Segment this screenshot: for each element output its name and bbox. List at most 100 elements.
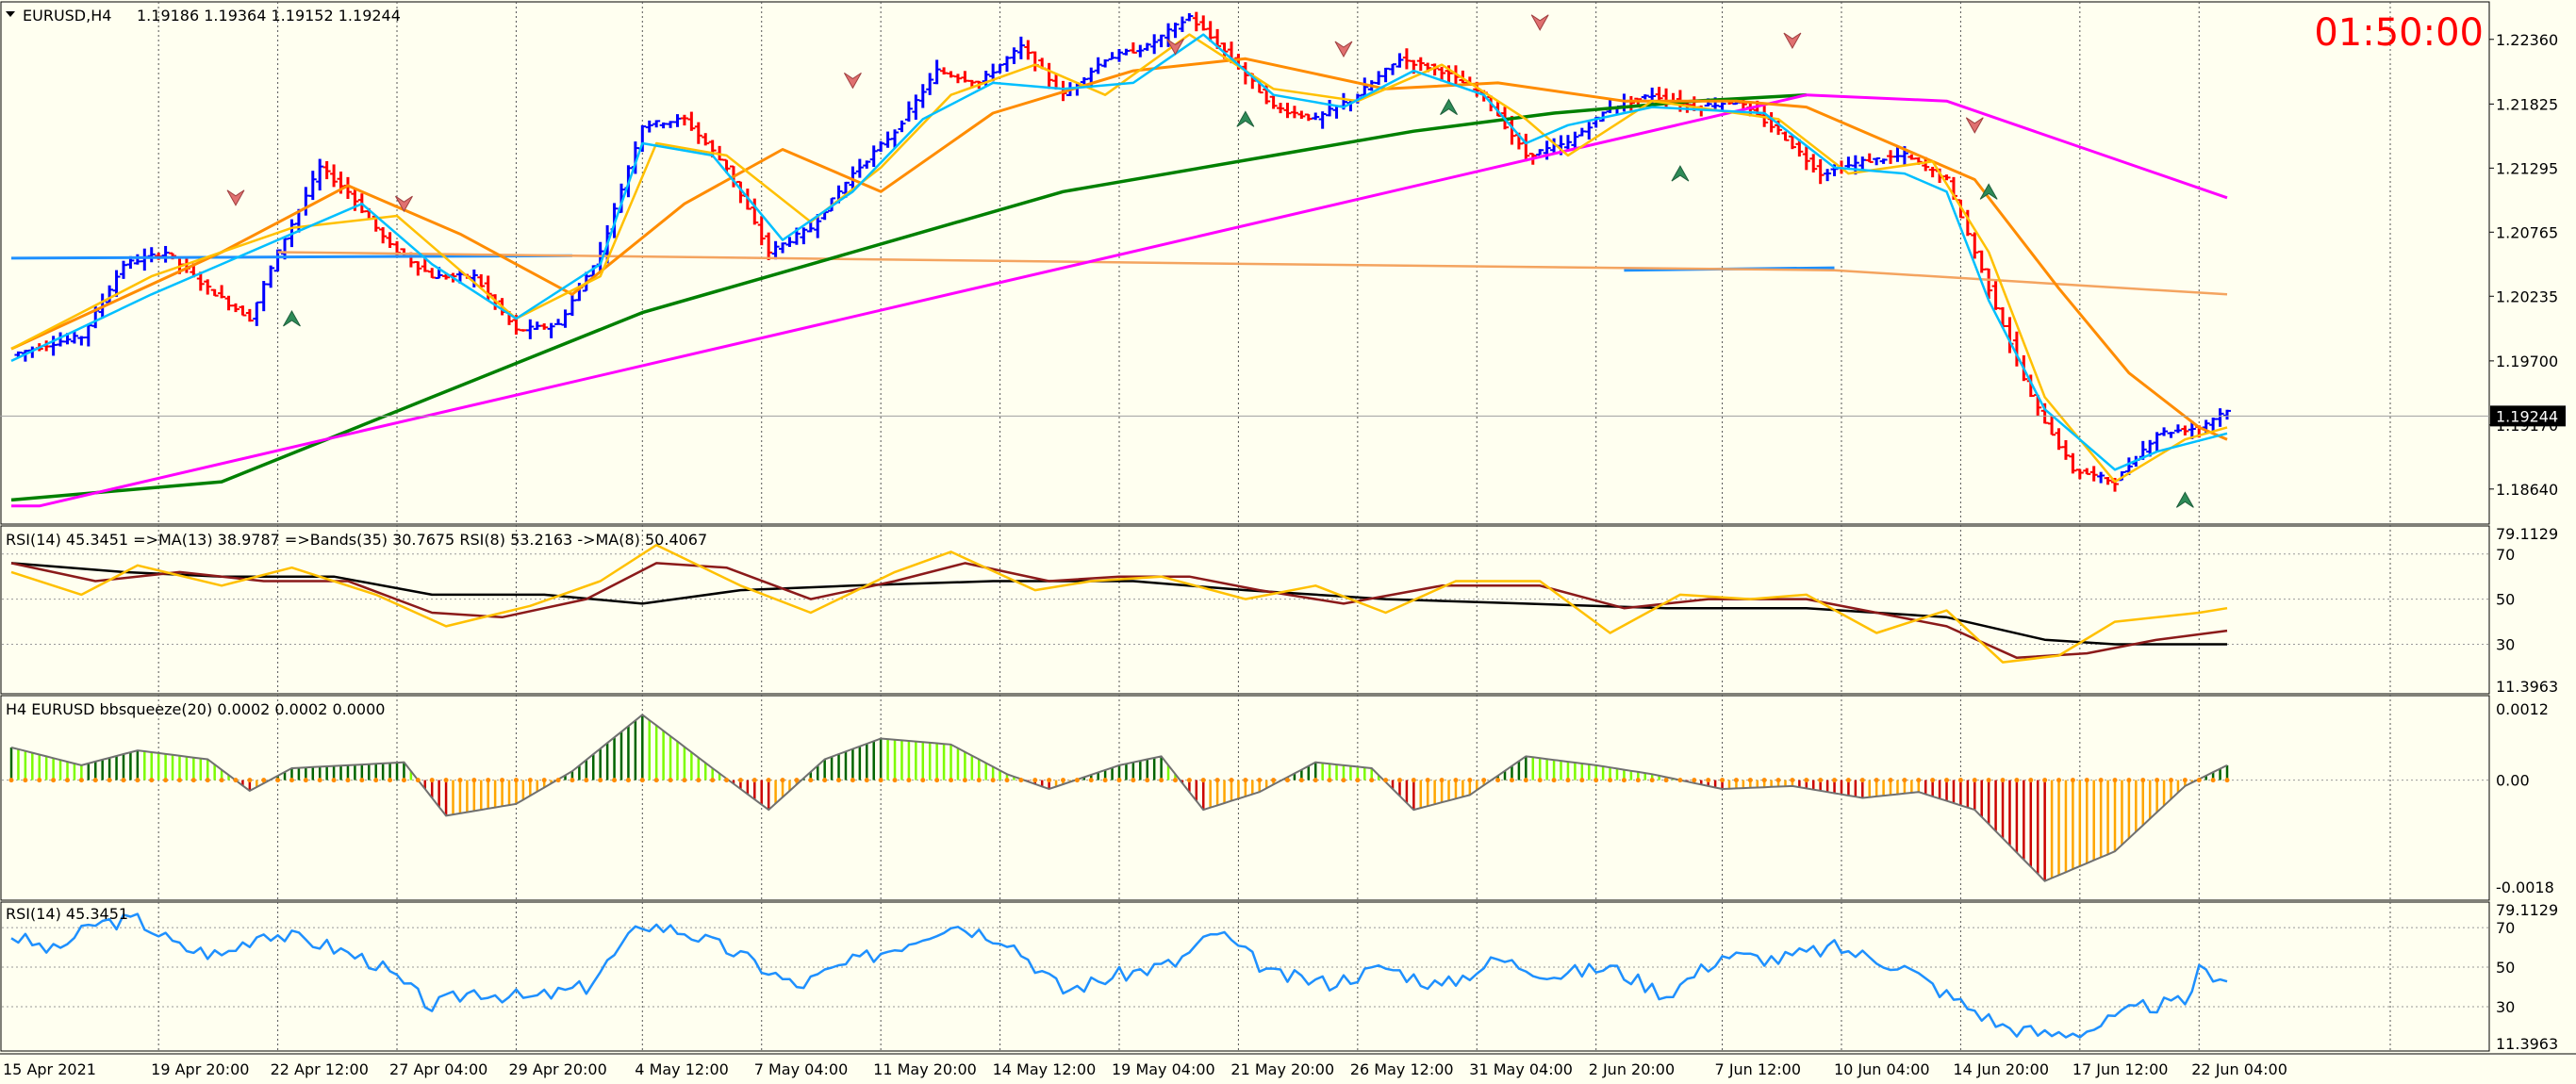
squeeze-dot bbox=[388, 778, 393, 783]
rsi-bands-yellow-line bbox=[10, 543, 2228, 664]
rsi-bands-black-line bbox=[10, 562, 2227, 646]
squeeze-dot bbox=[1565, 778, 1571, 783]
sell-arrow-icon bbox=[1783, 32, 1802, 50]
squeeze-dot bbox=[8, 778, 14, 783]
indicator-tick-label: 30 bbox=[2496, 998, 2515, 1016]
pane-border-1 bbox=[0, 525, 2490, 695]
price-tick-label: 1.21825 bbox=[2496, 95, 2558, 113]
time-tick-label: 7 May 04:00 bbox=[754, 1060, 849, 1078]
squeeze-dot bbox=[1088, 778, 1094, 783]
squeeze-dot bbox=[1692, 778, 1697, 783]
squeeze-dot bbox=[1355, 778, 1361, 783]
indicator-tick-label: 0.00 bbox=[2496, 772, 2530, 790]
squeeze-dot bbox=[555, 778, 561, 783]
squeeze-dot bbox=[359, 778, 365, 783]
squeeze-dot bbox=[1396, 778, 1402, 783]
squeeze-dot bbox=[190, 778, 196, 783]
squeeze-dot bbox=[682, 778, 687, 783]
chart-ohlc-values: 1.19186 1.19364 1.19152 1.19244 bbox=[137, 7, 401, 25]
squeeze-dot bbox=[247, 778, 253, 783]
squeeze-dot bbox=[1818, 778, 1824, 783]
squeeze-dot bbox=[64, 778, 70, 783]
indicator-tick-label: 11.3963 bbox=[2496, 1035, 2558, 1053]
price-tick-label: 1.20235 bbox=[2496, 287, 2558, 305]
squeeze-dot bbox=[1145, 778, 1150, 783]
squeeze-dot bbox=[1608, 778, 1613, 783]
squeeze-dot bbox=[1720, 778, 1726, 783]
squeeze-dot bbox=[1621, 778, 1627, 783]
pane-border-3 bbox=[0, 901, 2490, 1052]
price-tick-label: 1.22360 bbox=[2496, 31, 2558, 49]
time-tick-label: 22 Jun 04:00 bbox=[2191, 1060, 2287, 1078]
rsi-bands-darkred-line bbox=[10, 562, 2228, 660]
squeeze-dot bbox=[1551, 778, 1557, 783]
squeeze-dot bbox=[1579, 778, 1585, 783]
squeeze-dot bbox=[205, 778, 210, 783]
squeeze-dot bbox=[1706, 778, 1711, 783]
time-tick-label: 21 May 20:00 bbox=[1230, 1060, 1334, 1078]
squeeze-dot bbox=[1172, 778, 1178, 783]
squeeze-dot bbox=[219, 778, 224, 783]
squeeze-dot bbox=[2155, 778, 2160, 783]
time-tick-label: 10 Jun 04:00 bbox=[1834, 1060, 1930, 1078]
squeeze-dot bbox=[2224, 778, 2230, 783]
squeeze-dot bbox=[962, 778, 967, 783]
rsi-label: RSI(14) 45.3451 bbox=[6, 905, 128, 923]
time-tick-label: 11 May 20:00 bbox=[873, 1060, 977, 1078]
current-price-label: 1.19244 bbox=[2496, 407, 2558, 425]
squeeze-dot bbox=[653, 778, 659, 783]
green-moving-average bbox=[10, 92, 1807, 502]
squeeze-dot bbox=[2196, 778, 2202, 783]
squeeze-dot bbox=[780, 778, 785, 783]
time-tick-label: 19 Apr 20:00 bbox=[151, 1060, 249, 1078]
squeeze-dot bbox=[1200, 778, 1206, 783]
squeeze-dot bbox=[457, 778, 463, 783]
pane-axis-2: 0.0012 0.00 -0.0018 bbox=[2496, 700, 2554, 896]
squeeze-dot bbox=[794, 778, 800, 783]
squeeze-dot bbox=[1439, 778, 1445, 783]
time-tick-label: 26 May 12:00 bbox=[1350, 1060, 1454, 1078]
squeeze-dot bbox=[176, 778, 182, 783]
squeeze-dot bbox=[2126, 778, 2132, 783]
candle-timer: 01:50:00 bbox=[2314, 11, 2484, 55]
squeeze-dot bbox=[1214, 778, 1220, 783]
squeeze-dot bbox=[51, 778, 57, 783]
time-tick-label: 19 May 04:00 bbox=[1112, 1060, 1215, 1078]
squeeze-dot bbox=[1032, 778, 1038, 783]
squeeze-dot bbox=[612, 778, 618, 783]
squeeze-dot bbox=[1018, 778, 1024, 783]
squeeze-dot bbox=[345, 778, 351, 783]
sell-arrow-icon bbox=[226, 189, 245, 206]
squeeze-dot bbox=[934, 778, 940, 783]
squeeze-dot bbox=[1186, 778, 1192, 783]
buy-arrow-icon bbox=[1440, 98, 1458, 115]
squeeze-dot bbox=[1243, 778, 1248, 783]
squeeze-dot bbox=[443, 778, 449, 783]
squeeze-dot bbox=[696, 778, 702, 783]
squeeze-dot bbox=[1313, 778, 1318, 783]
squeeze-dot bbox=[878, 778, 883, 783]
squeeze-dot bbox=[822, 778, 828, 783]
squeeze-dot bbox=[149, 778, 155, 783]
squeeze-dot bbox=[1832, 778, 1838, 783]
squeeze-dot bbox=[625, 778, 631, 783]
price-tick-label: 1.19700 bbox=[2496, 353, 2558, 370]
squeeze-dot bbox=[2084, 778, 2089, 783]
squeeze-dot bbox=[724, 778, 730, 783]
sell-arrow-icon bbox=[843, 72, 862, 90]
time-tick-label: 22 Apr 12:00 bbox=[271, 1060, 369, 1078]
squeeze-dot bbox=[1327, 778, 1332, 783]
squeeze-dot bbox=[471, 778, 477, 783]
squeeze-dot bbox=[1874, 778, 1879, 783]
squeeze-dot bbox=[976, 778, 982, 783]
sell-arrow-icon bbox=[1965, 117, 1984, 134]
squeeze-dot bbox=[163, 778, 169, 783]
time-tick-label: 29 Apr 20:00 bbox=[508, 1060, 606, 1078]
indicator-tick-label: 50 bbox=[2496, 591, 2515, 609]
squeeze-dot bbox=[1341, 778, 1346, 783]
squeeze-dot bbox=[1495, 778, 1501, 783]
squeeze-dot bbox=[1004, 778, 1010, 783]
time-tick-label: 17 Jun 12:00 bbox=[2072, 1060, 2169, 1078]
